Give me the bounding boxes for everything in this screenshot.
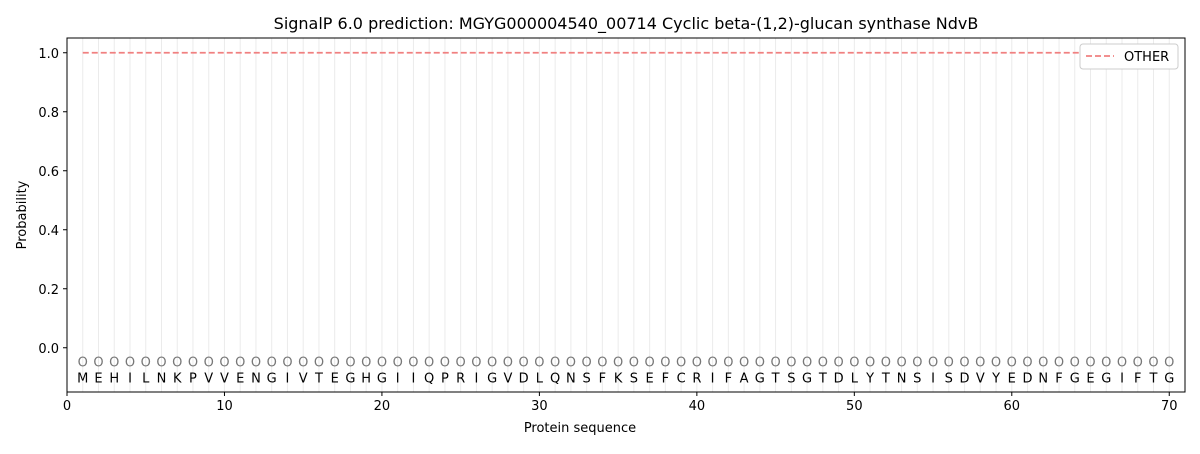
residue-label: G [267,371,277,386]
residue-label: Y [865,371,874,386]
residue-label: I [128,371,132,386]
y-tick-label: 0.6 [38,165,59,180]
residue-label: I [396,371,400,386]
x-tick-label: 40 [689,399,706,414]
residue-label: D [519,371,529,386]
residue-label: L [851,371,859,386]
residue-label: Q [550,371,560,386]
residue-label: V [204,371,213,386]
residue-label: S [945,371,953,386]
y-tick-label: 1.0 [38,47,59,62]
residue-label: T [881,371,890,386]
residue-label: I [931,371,935,386]
chart-title: SignalP 6.0 prediction: MGYG000004540_00… [274,14,979,34]
residue-label: G [1101,371,1111,386]
residue-label: E [646,371,654,386]
legend-box [1079,43,1179,70]
residue-label: N [566,371,576,386]
residue-label: E [94,371,102,386]
residue-label: F [662,371,669,386]
residue-label: E [1008,371,1016,386]
residue-label: G [487,371,497,386]
x-tick-label: 70 [1161,399,1178,414]
residue-label: H [109,371,119,386]
y-tick-label: 0.2 [38,283,59,298]
residue-label: T [314,371,323,386]
residue-label: I [474,371,478,386]
y-tick-label: 0.4 [38,224,59,239]
residue-label: N [251,371,261,386]
residue-label: N [157,371,167,386]
residue-label: V [503,371,512,386]
residue-label: E [236,371,244,386]
residue-label: V [976,371,985,386]
residue-label: I [1120,371,1124,386]
residue-label: K [173,371,182,386]
residue-label: M [77,371,88,386]
residue-label: I [711,371,715,386]
y-tick-label: 0.0 [38,342,59,357]
residue-label: R [456,371,465,386]
residue-label: V [299,371,308,386]
residue-label: L [536,371,544,386]
residue-label: V [220,371,229,386]
residue-label: N [1038,371,1048,386]
residue-label: F [1055,371,1062,386]
residue-label: G [1164,371,1174,386]
residue-label: L [142,371,150,386]
residue-label: G [345,371,355,386]
residue-label: G [377,371,387,386]
legend: OTHER [1079,43,1179,70]
residue-label: Q [424,371,434,386]
residue-label: P [189,371,197,386]
residue-label: E [1086,371,1094,386]
x-tick-label: 10 [216,399,233,414]
residue-label: D [1023,371,1033,386]
predicted-labels-row: OOOOOOOOOOOOOOOOOOOOOOOOOOOOOOOOOOOOOOOO… [78,356,1175,371]
residue-label: S [913,371,921,386]
y-axis-label: Probability [15,180,30,249]
x-tick-label: 30 [531,399,548,414]
residue-label: K [614,371,623,386]
legend-label-other: OTHER [1124,50,1169,65]
residue-label: A [740,371,749,386]
residue-label: S [630,371,638,386]
residue-label: F [725,371,732,386]
residue-label: P [441,371,449,386]
residue-label: R [692,371,701,386]
y-tick-label: 0.8 [38,106,59,121]
residue-label: G [755,371,765,386]
residue-label: N [897,371,907,386]
residue-label: G [1070,371,1080,386]
x-tick-label: 20 [374,399,391,414]
residue-label: I [412,371,416,386]
residue-label: T [1149,371,1158,386]
residue-label: T [771,371,780,386]
x-axis-label: Protein sequence [524,421,636,436]
residue-label: S [583,371,591,386]
residue-label: T [818,371,827,386]
x-tick-label: 0 [63,399,71,414]
residue-label: S [787,371,795,386]
residue-label: D [960,371,970,386]
residue-label: Y [991,371,1000,386]
residue-label: D [834,371,844,386]
residue-label: C [677,371,686,386]
plot-frame [66,37,1186,393]
x-tick-label: 60 [1004,399,1021,414]
residue-label: G [802,371,812,386]
residue-label: E [331,371,339,386]
residue-label: F [1134,371,1141,386]
residue-label: F [599,371,606,386]
residue-label: H [361,371,371,386]
residue-label: I [286,371,290,386]
x-tick-label: 50 [846,399,863,414]
